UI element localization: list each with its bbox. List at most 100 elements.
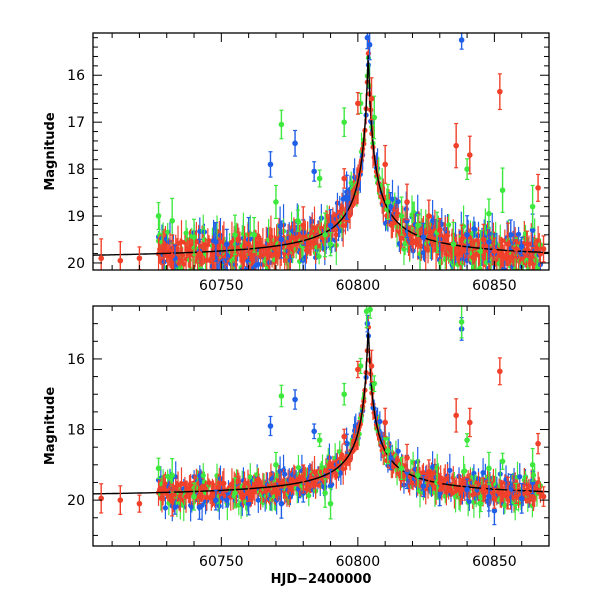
data-point <box>294 217 301 224</box>
data-point <box>278 393 285 399</box>
data-point <box>366 41 373 48</box>
x-tick-label: 60850 <box>472 278 517 294</box>
data-point <box>530 472 537 478</box>
data-point <box>340 222 346 229</box>
data-point <box>491 495 498 502</box>
data-point <box>464 232 470 238</box>
data-point <box>513 246 520 252</box>
data-point <box>155 213 162 219</box>
data-point <box>333 232 339 238</box>
data-point <box>213 239 219 245</box>
data-point <box>447 467 453 473</box>
data-point <box>311 168 317 175</box>
y-axis-title: Magnitude <box>43 387 58 466</box>
data-point <box>306 492 312 499</box>
data-point <box>255 497 261 503</box>
data-point <box>201 237 208 243</box>
data-point <box>458 37 465 43</box>
x-tick-label: 60750 <box>199 554 244 570</box>
data-point <box>278 121 285 128</box>
data-point <box>371 114 378 121</box>
data-point <box>171 272 176 277</box>
data-point <box>327 222 334 229</box>
data-point <box>136 255 143 262</box>
data-point <box>524 241 530 247</box>
data-point <box>206 238 212 244</box>
data-point <box>529 462 536 468</box>
data-point <box>382 161 388 168</box>
data-point <box>254 472 260 478</box>
data-point <box>529 227 536 233</box>
data-point <box>292 396 298 403</box>
data-point <box>292 140 298 147</box>
data-point <box>458 319 465 325</box>
data-point <box>535 185 541 191</box>
data-point <box>189 504 195 510</box>
y-tick-label: 17 <box>67 115 85 131</box>
data-point <box>426 469 432 475</box>
y-tick-label: 18 <box>67 162 85 178</box>
data-point <box>169 253 175 259</box>
top-panel: 60750 60800 60850 16 17 18 19 20 Magnitude <box>43 32 550 294</box>
y-tick-label: 20 <box>67 256 85 272</box>
measurement-cloud <box>155 37 544 277</box>
data-point <box>472 226 478 233</box>
data-point <box>404 469 410 475</box>
data-point <box>223 241 230 247</box>
series-2 <box>98 349 547 517</box>
data-point <box>327 500 334 507</box>
data-point <box>344 194 350 201</box>
data-point <box>398 213 405 219</box>
data-point <box>117 497 124 503</box>
data-point <box>273 462 279 468</box>
data-point <box>502 502 508 509</box>
data-point <box>446 222 452 228</box>
data-point <box>458 236 465 243</box>
data-point <box>278 500 285 507</box>
data-point <box>426 213 432 219</box>
data-point <box>385 447 391 454</box>
series-1 <box>155 306 536 520</box>
data-point <box>196 504 203 510</box>
data-point <box>165 229 171 235</box>
data-point <box>502 267 508 270</box>
data-point <box>497 88 503 95</box>
data-point <box>355 366 361 373</box>
data-point <box>467 419 473 426</box>
data-point <box>341 119 348 125</box>
data-point <box>453 142 459 149</box>
data-point <box>267 423 274 429</box>
data-point <box>513 493 520 500</box>
data-point <box>491 507 498 514</box>
data-point <box>196 493 203 500</box>
data-point <box>480 486 487 493</box>
data-point <box>505 490 511 496</box>
data-point <box>245 500 252 507</box>
data-point <box>499 187 506 194</box>
data-point <box>436 227 443 233</box>
data-point <box>322 490 328 496</box>
data-point <box>486 493 492 500</box>
data-point <box>518 243 525 250</box>
data-point <box>169 497 175 503</box>
data-point <box>540 246 547 252</box>
data-point <box>183 230 189 236</box>
data-point <box>236 236 242 243</box>
series-1 <box>155 92 536 270</box>
plot-frame <box>92 305 550 547</box>
data-point <box>467 152 473 158</box>
data-point <box>480 470 486 476</box>
data-point <box>322 232 328 238</box>
bottom-panel: 60750 60800 60850 16 18 20 Magnitude <box>43 305 550 570</box>
data-point <box>420 483 427 489</box>
data-point <box>206 480 212 486</box>
data-point <box>415 472 421 479</box>
y-tick-label: 16 <box>67 68 85 84</box>
data-point <box>486 239 492 245</box>
data-point <box>464 486 470 493</box>
data-point <box>522 474 529 480</box>
data-point <box>232 232 238 238</box>
data-point <box>155 465 162 472</box>
data-point <box>267 161 274 168</box>
